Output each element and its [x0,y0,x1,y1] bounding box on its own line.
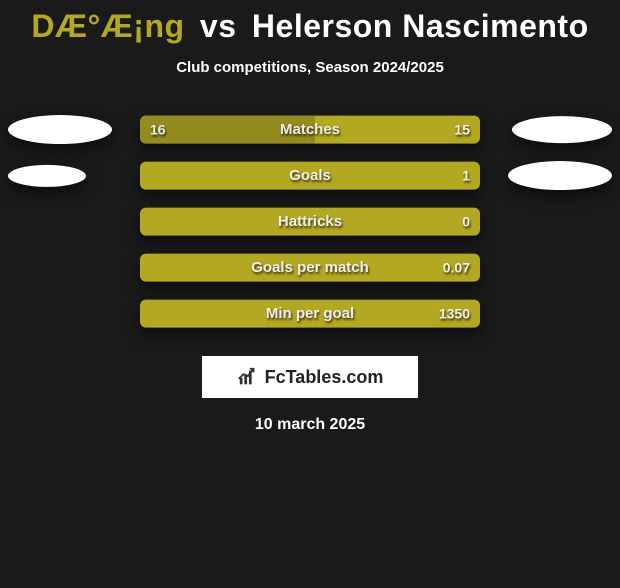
right-value: 1 [462,168,470,184]
right-value: 0.07 [443,260,470,276]
left-ellipse [8,115,112,144]
comparison-row: 0 Hattricks [0,200,620,246]
comparison-row: 16 15 Matches [0,108,620,154]
comparison-chart: 16 15 Matches 1 Goals 0 Hattricks 0.07 Goals per… [0,108,620,338]
branding-badge: FcTables.com [202,356,418,398]
comparison-title: DÆ°Æ¡ng vs Helerson Nascimento [0,8,620,45]
comparison-row: 0.07 Goals per match [0,246,620,292]
player1-name: DÆ°Æ¡ng [31,8,184,44]
player2-name: Helerson Nascimento [252,8,589,44]
branding-text: FcTables.com [265,367,384,388]
metric-label: Hattricks [278,213,342,230]
right-value: 15 [454,122,470,138]
metric-label: Matches [280,121,340,138]
right-ellipse [512,116,612,143]
right-ellipse [508,161,612,190]
bar-track: 1 Goals [140,162,480,190]
metric-label: Goals per match [251,259,369,276]
left-ellipse [8,165,86,187]
bar-track: 16 15 Matches [140,116,480,144]
bar-track: 0.07 Goals per match [140,254,480,282]
right-value: 1350 [439,306,470,322]
metric-label: Goals [289,167,331,184]
date-label: 10 march 2025 [0,416,620,434]
subtitle: Club competitions, Season 2024/2025 [0,59,620,76]
bar-track: 1350 Min per goal [140,300,480,328]
comparison-row: 1350 Min per goal [0,292,620,338]
left-value: 16 [150,122,166,138]
vs-label: vs [200,8,237,44]
comparison-row: 1 Goals [0,154,620,200]
metric-label: Min per goal [266,305,354,322]
chart-icon [237,366,259,388]
bar-track: 0 Hattricks [140,208,480,236]
right-value: 0 [462,214,470,230]
